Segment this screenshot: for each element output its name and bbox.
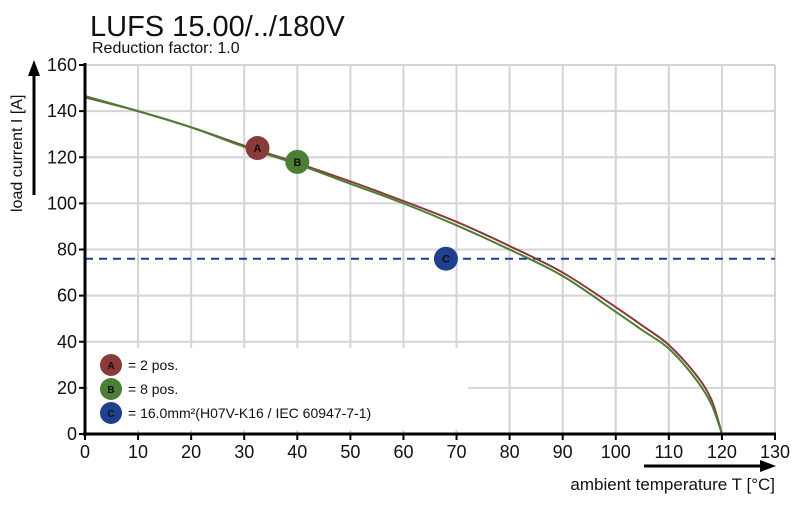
marker-a	[245, 136, 270, 161]
series-line-b	[84, 95, 723, 435]
legend-entry: = 8 pos.	[128, 381, 178, 397]
chart-title: LUFS 15.00/../180V	[90, 11, 345, 43]
x-tick-label: 50	[340, 442, 360, 462]
x-tick-label: 30	[234, 442, 254, 462]
x-tick-label: 80	[500, 442, 520, 462]
ticks: 0 10 20 30 40 50 60 70 80 90 100 110 120 130 0 20 40 60 80…	[47, 55, 790, 462]
y-tick-label: 40	[57, 332, 77, 352]
y-tick-label: 100	[47, 193, 77, 213]
legend-marker-c	[100, 402, 122, 424]
x-tick-label: 110	[654, 442, 683, 462]
y-tick-label: 160	[47, 55, 77, 75]
y-tick-label: 140	[47, 101, 77, 121]
marker-c	[433, 246, 458, 271]
y-tick-label: 0	[67, 424, 77, 444]
legend-marker-label: B	[107, 385, 114, 396]
chart-subtitle: Reduction factor: 1.0	[92, 40, 240, 57]
marker-label: A	[254, 143, 262, 155]
y-tick-label: 120	[47, 147, 77, 167]
x-tick-label: 40	[287, 442, 307, 462]
marker-label: C	[442, 254, 450, 266]
y-tick-label: 60	[57, 286, 77, 306]
x-tick-label: 60	[393, 442, 413, 462]
legend-background	[88, 348, 468, 430]
x-axis-arrowhead	[760, 460, 776, 472]
x-tick-label: 120	[707, 442, 737, 462]
legend-marker-label: C	[107, 409, 114, 420]
y-tick-label: 80	[57, 240, 77, 260]
legend-marker-b	[100, 378, 122, 400]
markers: A B C	[245, 136, 458, 271]
marker-label: B	[293, 157, 301, 169]
x-tick-label: 0	[80, 442, 90, 462]
legend-marker-a	[100, 354, 122, 376]
y-tick-label: 20	[57, 378, 77, 398]
y-axis-label: load current I [A]	[9, 95, 26, 212]
x-axis-label: ambient temperature T [°C]	[570, 475, 775, 494]
x-tick-label: 70	[447, 442, 467, 462]
x-tick-label: 130	[760, 442, 790, 462]
legend: A = 2 pos. B = 8 pos. C = 16.0mm²(H07V-K16 / …	[100, 354, 371, 424]
x-tick-label: 10	[128, 442, 148, 462]
legend-entry: = 2 pos.	[128, 357, 178, 373]
legend-entry: = 16.0mm²(H07V-K16 / IEC 60947-7-1)	[128, 405, 371, 421]
series	[84, 95, 775, 435]
y-axis-arrowhead	[28, 60, 40, 76]
legend-marker-label: A	[107, 361, 114, 372]
x-tick-label: 20	[181, 442, 201, 462]
marker-b	[285, 149, 310, 174]
x-tick-label: 90	[553, 442, 573, 462]
x-tick-label: 100	[601, 442, 631, 462]
